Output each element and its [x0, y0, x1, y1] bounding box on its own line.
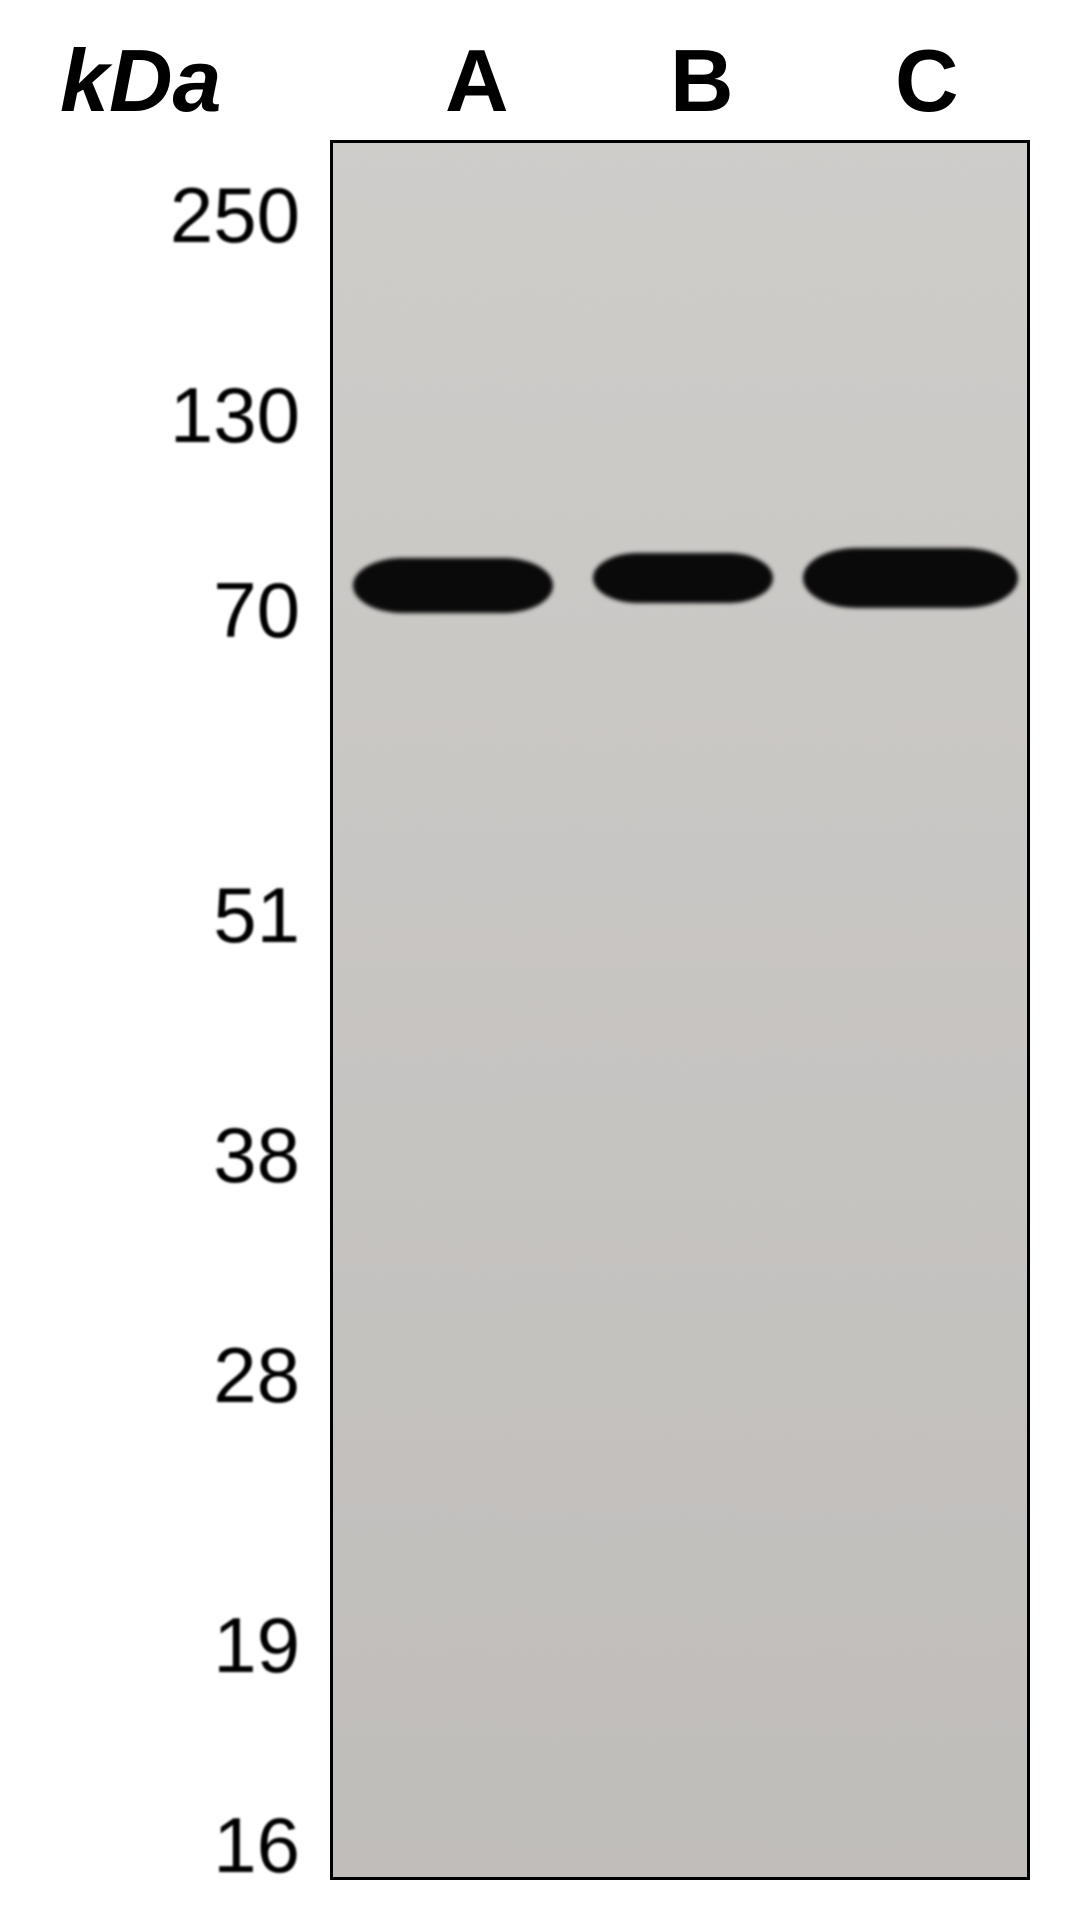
lane-label-b: B: [670, 30, 734, 132]
blot-membrane: [330, 140, 1030, 1880]
lane-label-c: C: [895, 30, 959, 132]
western-blot-figure: kDa A B C 250 130 70 51 38 28 19 16: [0, 0, 1080, 1929]
mw-51: 51: [213, 870, 300, 961]
band-lane-a: [353, 558, 553, 613]
mw-28: 28: [213, 1330, 300, 1421]
blot-background-svg: [333, 143, 1027, 1877]
lane-label-a: A: [445, 30, 509, 132]
mw-250: 250: [170, 170, 300, 261]
band-lane-b: [593, 553, 773, 603]
band-lane-c: [803, 548, 1018, 608]
mw-19: 19: [213, 1600, 300, 1691]
mw-38: 38: [213, 1110, 300, 1201]
mw-70: 70: [213, 565, 300, 656]
mw-16: 16: [213, 1800, 300, 1891]
kda-axis-title: kDa: [60, 30, 221, 132]
mw-130: 130: [170, 370, 300, 461]
